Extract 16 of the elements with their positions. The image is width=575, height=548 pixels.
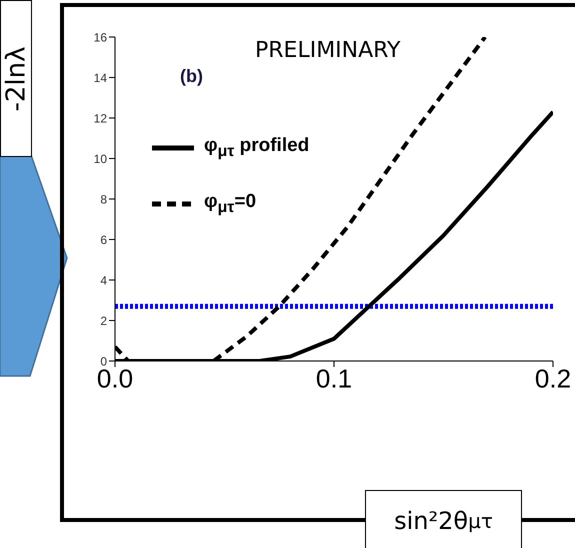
x-tick-label: 0.1 bbox=[316, 363, 352, 394]
y-tick-label: 8 bbox=[100, 192, 108, 206]
y-tick-label: 12 bbox=[94, 111, 108, 126]
y-axis-title: -2lnλ bbox=[1, 46, 32, 112]
y-tick-label: 2 bbox=[100, 314, 108, 328]
annotation: (b) bbox=[180, 66, 203, 87]
legend-label: φ$_{μτ}$=0 bbox=[204, 191, 256, 217]
y-tick-label: 0 bbox=[100, 354, 108, 368]
y-tick-label: 14 bbox=[94, 70, 108, 85]
y-tick-label: 6 bbox=[100, 232, 108, 247]
y-tick-label: 10 bbox=[94, 152, 108, 166]
annotation: PRELIMINARY bbox=[255, 38, 400, 63]
y-tick-label: 16 bbox=[94, 30, 108, 44]
x-tick-label: 0.2 bbox=[534, 363, 572, 394]
y-tick-label: 4 bbox=[100, 273, 108, 288]
legend-label: φ$_{μτ}$ profiled bbox=[204, 135, 310, 161]
